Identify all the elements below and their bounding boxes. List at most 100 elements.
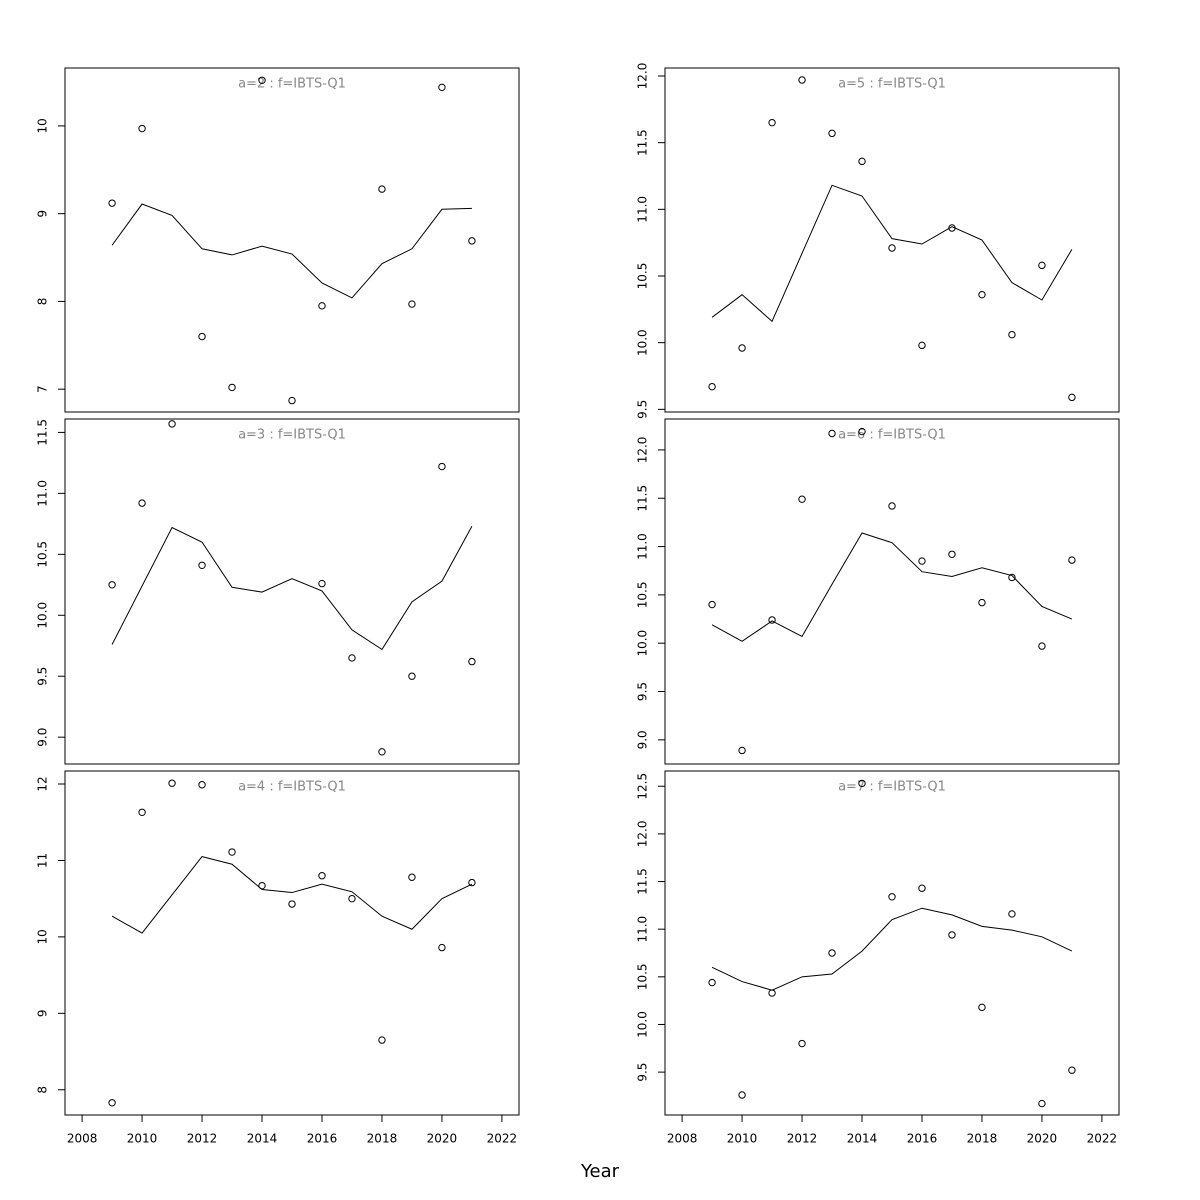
x-axis-label: Year bbox=[580, 1161, 620, 1182]
observation-point bbox=[168, 779, 176, 787]
observation-point bbox=[258, 76, 266, 84]
panel-title: a=6 : f=IBTS-Q1 bbox=[838, 428, 946, 443]
observation-point bbox=[948, 931, 956, 939]
fitted-line bbox=[111, 526, 473, 651]
observation-point bbox=[138, 499, 146, 507]
y-tick-label: 11.0 bbox=[636, 196, 650, 223]
observation-point bbox=[978, 598, 986, 607]
y-tick-label: 8 bbox=[36, 1086, 50, 1094]
y-tick-label: 10.5 bbox=[636, 263, 650, 290]
observation-point bbox=[798, 495, 806, 503]
observation-point bbox=[948, 550, 956, 558]
observation-point bbox=[288, 900, 296, 908]
observation-point bbox=[1008, 573, 1016, 582]
observation-point bbox=[378, 748, 386, 756]
y-tick-label: 10 bbox=[36, 929, 50, 944]
panel-frame bbox=[64, 418, 520, 765]
y-tick-label: 11 bbox=[36, 853, 50, 868]
x-tick-label: 2016 bbox=[307, 1132, 338, 1146]
observation-point bbox=[108, 1099, 116, 1107]
observation-point bbox=[1038, 1099, 1046, 1108]
y-tick-label: 11.5 bbox=[636, 485, 650, 512]
observation-point bbox=[768, 989, 776, 997]
fitted-line bbox=[111, 203, 472, 299]
observation-point bbox=[828, 429, 836, 438]
x-tick-label: 2018 bbox=[367, 1132, 398, 1146]
y-tick-label: 10.5 bbox=[36, 541, 50, 568]
observation-point bbox=[708, 600, 716, 609]
x-tick-label: 2016 bbox=[907, 1132, 938, 1146]
observation-point bbox=[768, 118, 776, 127]
panel-frame bbox=[664, 418, 1120, 765]
observation-point bbox=[108, 199, 116, 207]
x-tick-label: 2010 bbox=[727, 1132, 758, 1146]
y-tick-label: 11.0 bbox=[36, 480, 50, 507]
observation-point bbox=[1068, 1066, 1076, 1074]
observation-point bbox=[858, 427, 866, 436]
x-tick-label: 2020 bbox=[427, 1132, 458, 1146]
observation-point bbox=[1068, 556, 1076, 564]
observation-point bbox=[318, 872, 326, 880]
y-tick-label: 9.5 bbox=[636, 400, 650, 419]
observation-point bbox=[318, 302, 326, 310]
observation-point bbox=[408, 300, 416, 308]
x-tick-label: 2012 bbox=[787, 1132, 818, 1146]
y-tick-label: 9.0 bbox=[636, 730, 650, 749]
fitted-line bbox=[711, 532, 1073, 642]
y-tick-label: 11.0 bbox=[636, 533, 650, 560]
observation-point bbox=[408, 672, 416, 680]
panel-frame bbox=[664, 770, 1120, 1116]
x-tick-label: 2012 bbox=[187, 1132, 218, 1146]
observation-point bbox=[138, 124, 146, 133]
observation-point bbox=[348, 894, 356, 903]
y-tick-label: 9.5 bbox=[36, 667, 50, 686]
y-tick-label: 9 bbox=[36, 1010, 50, 1018]
panel-title: a=3 : f=IBTS-Q1 bbox=[238, 428, 346, 443]
observation-point bbox=[708, 382, 716, 391]
observation-point bbox=[1008, 330, 1016, 339]
observation-point bbox=[228, 383, 236, 392]
observation-point bbox=[798, 76, 806, 84]
observation-point bbox=[438, 83, 446, 92]
observation-point bbox=[918, 557, 926, 565]
observation-point bbox=[738, 344, 746, 352]
panel-frame bbox=[64, 67, 520, 413]
y-tick-label: 8 bbox=[36, 298, 50, 306]
observation-point bbox=[138, 808, 146, 816]
y-tick-label: 12.5 bbox=[636, 773, 650, 800]
fitted-line bbox=[111, 856, 473, 934]
observation-point bbox=[978, 290, 986, 299]
observation-point bbox=[828, 949, 836, 957]
y-tick-label: 11.0 bbox=[636, 916, 650, 943]
observation-point bbox=[858, 157, 866, 166]
observation-point bbox=[888, 244, 896, 252]
y-tick-label: 9 bbox=[36, 210, 50, 218]
observation-point bbox=[1068, 393, 1076, 402]
observation-point bbox=[198, 332, 206, 341]
observation-point bbox=[408, 873, 416, 881]
x-tick-label: 2018 bbox=[967, 1132, 998, 1146]
y-tick-label: 10.5 bbox=[636, 582, 650, 609]
observation-point bbox=[378, 185, 386, 193]
y-tick-label: 7 bbox=[36, 385, 50, 393]
fitted-line bbox=[711, 907, 1073, 991]
x-tick-label: 2020 bbox=[1027, 1132, 1058, 1146]
y-tick-label: 10.0 bbox=[36, 602, 50, 629]
observation-point bbox=[288, 396, 296, 405]
panel-title: a=2 : f=IBTS-Q1 bbox=[238, 77, 346, 92]
observation-point bbox=[438, 462, 446, 471]
y-tick-label: 10.0 bbox=[636, 630, 650, 657]
y-tick-label: 12.0 bbox=[636, 63, 650, 90]
observation-point bbox=[198, 781, 206, 789]
observation-point bbox=[738, 1091, 746, 1099]
y-tick-label: 11.5 bbox=[36, 419, 50, 446]
y-tick-label: 11.5 bbox=[636, 868, 650, 895]
y-tick-label: 10 bbox=[36, 118, 50, 133]
panel-frame bbox=[64, 770, 520, 1116]
panel-title: a=5 : f=IBTS-Q1 bbox=[838, 77, 946, 92]
observation-point bbox=[378, 1036, 386, 1044]
x-tick-label: 2022 bbox=[1087, 1132, 1118, 1146]
observation-point bbox=[828, 129, 836, 138]
observation-point bbox=[798, 1039, 806, 1048]
